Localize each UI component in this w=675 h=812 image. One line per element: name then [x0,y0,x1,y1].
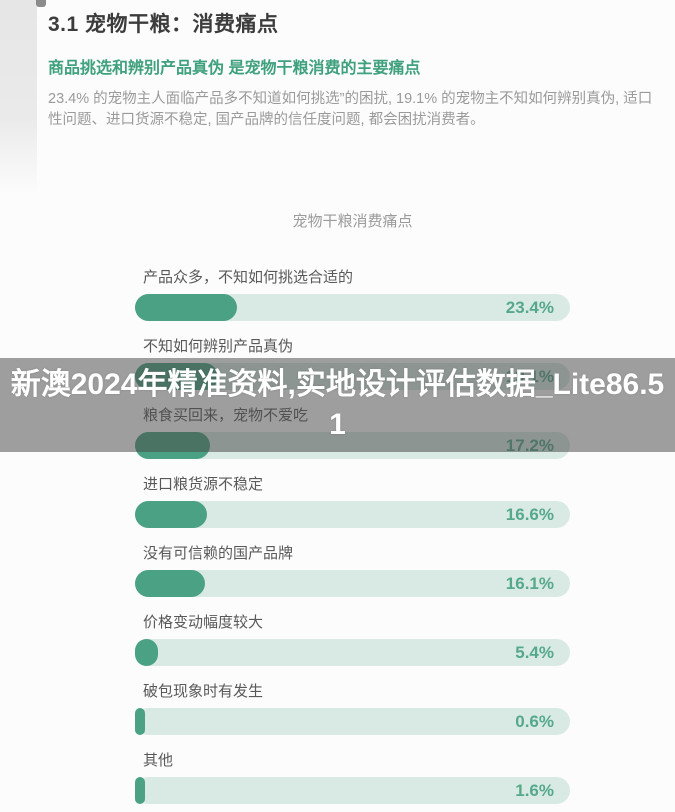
watermark-text-line1: 新澳2024年精准资料,实地设计评估数据_Lite86.5 [10,368,665,401]
bar-fill [135,501,208,528]
watermark-banner: 新澳2024年精准资料,实地设计评估数据_Lite86.5 1 [0,358,675,452]
bar-group: 其他 1.6% [135,753,570,812]
bar-track: 16.6% [135,501,570,528]
bar-category-label: 不知如何辨别产品真伪 [143,338,294,355]
bar-fill [135,708,145,735]
bar-group: 进口粮货源不稳定 16.6% [135,477,570,546]
bar-track: 23.4% [135,294,570,321]
bar-group: 破包现象时有发生 0.6% [135,684,570,753]
body-paragraph: 23.4% 的宠物主人面临产品多不知道如何挑选”的困扰, 19.1% 的宠物主不… [48,91,653,128]
bar-group: 价格变动幅度较大 5.4% [135,615,570,684]
scan-corner-mark [36,0,46,7]
bar-value-label: 16.1% [505,574,554,593]
bar-category-label: 没有可信赖的国产品牌 [143,545,294,562]
bar-value-label: 5.4% [515,643,554,662]
bar-value-label: 23.4% [505,298,554,317]
bar-groups: 产品众多，不知如何挑选合适的 23.4% 不知如何辨别产品真伪 19.1% 粮食… [135,270,570,812]
bar-fill [135,777,145,804]
watermark-text-line2: 1 [329,408,346,441]
bar-fill [135,294,237,321]
bar-track: 1.6% [135,777,570,804]
bar-chart: 宠物干粮消费痛点 产品众多，不知如何挑选合适的 23.4% 不知如何辨别产品真伪… [135,212,570,812]
bar-fill [135,639,159,666]
bar-value-label: 1.6% [515,781,554,800]
section-title: 3.1 宠物干粮：消费痛点 [48,13,279,36]
bar-value-label: 16.6% [505,505,554,524]
bar-category-label: 产品众多，不知如何挑选合适的 [143,269,354,286]
bar-group: 没有可信赖的国产品牌 16.1% [135,546,570,615]
section-subtitle: 商品挑选和辨别产品真伪 是宠物干粮消费的主要痛点 [48,60,421,77]
bar-track: 0.6% [135,708,570,735]
scan-shadow [0,0,37,195]
bar-category-label: 价格变动幅度较大 [143,614,264,631]
bar-value-label: 0.6% [515,712,554,731]
bar-fill [135,570,206,597]
bar-track: 5.4% [135,639,570,666]
bar-group: 产品众多，不知如何挑选合适的 23.4% [135,270,570,339]
bar-track: 16.1% [135,570,570,597]
chart-title: 宠物干粮消费痛点 [292,213,413,230]
bar-category-label: 进口粮货源不稳定 [143,476,264,493]
bar-category-label: 破包现象时有发生 [143,683,264,700]
bar-category-label: 其他 [143,752,174,769]
